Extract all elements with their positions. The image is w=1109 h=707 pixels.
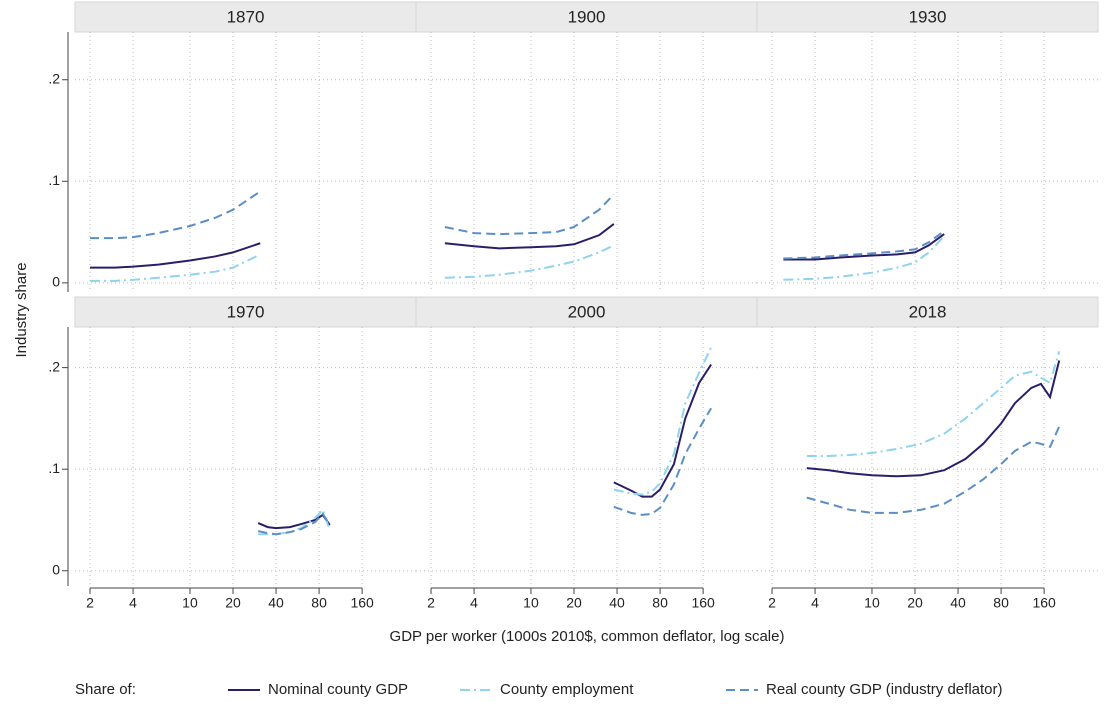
series-line <box>444 244 615 279</box>
legend-title: Share of: <box>75 681 136 698</box>
panel-title: 1930 <box>909 7 947 26</box>
series-line <box>613 346 713 496</box>
y-tick-label: .2 <box>48 358 60 374</box>
series-line <box>90 242 261 269</box>
legend-label: Nominal county GDP <box>268 681 408 698</box>
x-tick-label: 40 <box>268 595 284 611</box>
y-tick-label: 0 <box>52 274 60 290</box>
x-tick-label: 10 <box>864 595 880 611</box>
x-tick-label: 160 <box>1032 595 1056 611</box>
x-tick-label: 10 <box>182 595 198 611</box>
panel-strip <box>415 1 758 33</box>
y-axis-label: Industry share <box>13 262 30 357</box>
series-line <box>257 513 331 530</box>
series-line <box>613 364 712 498</box>
x-tick-label: 20 <box>225 595 241 611</box>
y-tick-label: .1 <box>48 172 60 188</box>
x-tick-label: 20 <box>566 595 582 611</box>
x-tick-label: 160 <box>691 595 715 611</box>
x-tick-label: 4 <box>470 595 478 611</box>
y-tick-label: 0 <box>52 561 60 577</box>
x-tick-label: 80 <box>993 595 1009 611</box>
x-tick-label: 40 <box>950 595 966 611</box>
series-line <box>783 230 945 260</box>
panel-strip <box>74 1 417 33</box>
legend-label: County employment <box>500 681 634 698</box>
x-tick-label: 2 <box>768 595 776 611</box>
panel-strip <box>74 296 417 328</box>
x-tick-label: 80 <box>652 595 668 611</box>
series-line <box>444 223 615 250</box>
panel-strip <box>415 296 758 328</box>
legend-label: Real county GDP (industry deflator) <box>766 681 1003 698</box>
panel-strip <box>756 296 1099 328</box>
series-line <box>444 193 615 236</box>
panel-title: 1970 <box>227 302 265 321</box>
y-tick-label: .2 <box>48 70 60 86</box>
x-tick-label: 2 <box>427 595 435 611</box>
panel-title: 1900 <box>568 7 606 26</box>
series-line <box>806 426 1061 514</box>
series-line <box>806 351 1061 457</box>
series-line <box>613 407 712 516</box>
panel-title: 2000 <box>568 302 606 321</box>
x-tick-label: 80 <box>311 595 327 611</box>
panel-title: 2018 <box>909 302 947 321</box>
x-tick-label: 40 <box>609 595 625 611</box>
series-line <box>90 253 261 282</box>
y-tick-label: .1 <box>48 460 60 476</box>
x-axis-label: GDP per worker (1000s 2010$, common defl… <box>390 628 785 645</box>
series-line <box>783 233 945 261</box>
series-line <box>806 360 1061 478</box>
series-line <box>783 235 945 281</box>
x-tick-label: 2 <box>86 595 94 611</box>
x-tick-label: 10 <box>523 595 539 611</box>
x-tick-label: 20 <box>907 595 923 611</box>
series-line <box>90 190 261 240</box>
x-tick-label: 160 <box>350 595 374 611</box>
panel-title: 1870 <box>227 7 265 26</box>
panel-strip <box>756 1 1099 33</box>
x-tick-label: 4 <box>129 595 137 611</box>
x-tick-label: 4 <box>811 595 819 611</box>
